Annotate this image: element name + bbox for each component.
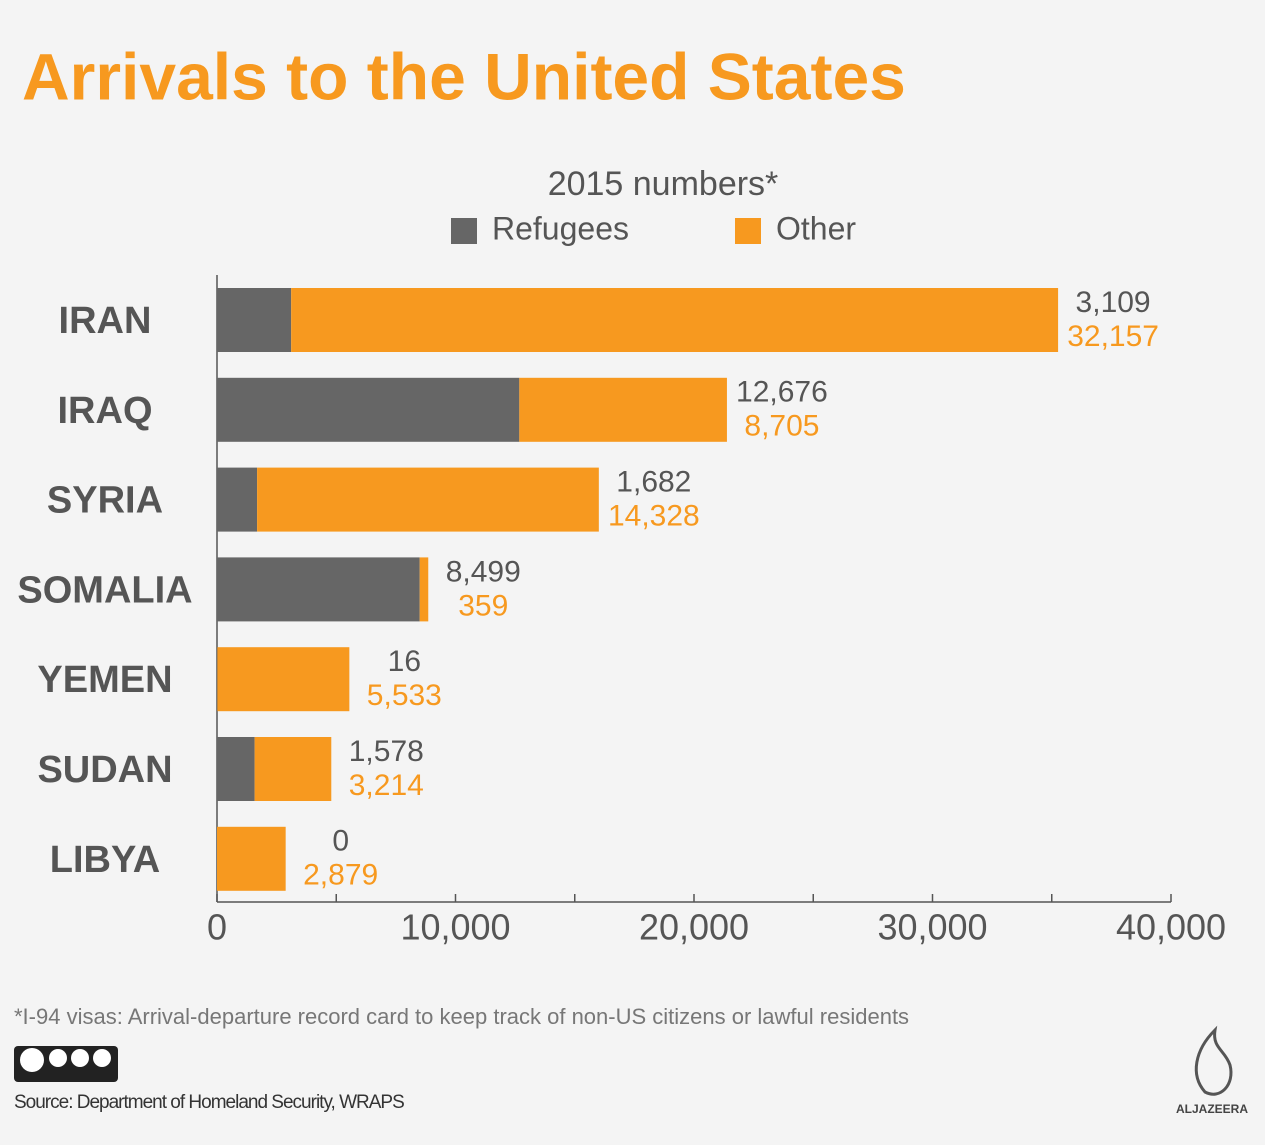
value-label: 8,499	[446, 555, 521, 588]
bar-segment	[217, 557, 420, 621]
legend-label: Refugees	[492, 210, 629, 246]
bar-segment	[519, 378, 727, 442]
bar-segment	[217, 827, 286, 891]
value-label: 2,879	[303, 859, 378, 892]
logo-text: ALJAZEERA	[1176, 1102, 1248, 1116]
value-label: 12,676	[736, 376, 828, 409]
value-label: 32,157	[1067, 320, 1159, 353]
bar-segment	[217, 378, 519, 442]
value-label: 3,109	[1076, 286, 1151, 319]
value-label: 16	[388, 645, 421, 678]
bar-segment	[255, 737, 332, 801]
y-tick-label: IRAQ	[58, 390, 153, 432]
bar-segment	[217, 468, 257, 532]
x-tick-label: 40,000	[1116, 907, 1226, 948]
y-tick-label: LIBYA	[50, 839, 161, 881]
bar-segment	[217, 288, 291, 352]
value-label: 3,214	[349, 769, 424, 802]
value-label: 8,705	[744, 410, 819, 443]
bar-segment	[217, 647, 349, 711]
y-tick-label: SUDAN	[37, 749, 172, 791]
legend-swatch	[735, 218, 761, 244]
chart-title: Arrivals to the United States	[22, 39, 906, 113]
value-label: 1,682	[616, 466, 691, 499]
legend-label: Other	[776, 210, 856, 246]
y-tick-label: IRAN	[59, 300, 152, 342]
x-tick-label: 30,000	[877, 907, 987, 948]
value-label: 5,533	[367, 679, 442, 712]
x-tick-label: 0	[207, 907, 227, 948]
footnote: *I-94 visas: Arrival-departure record ca…	[14, 1004, 909, 1029]
y-tick-label: SOMALIA	[17, 569, 192, 611]
cc-logo	[14, 1046, 118, 1082]
y-tick-label: YEMEN	[37, 659, 172, 701]
value-label: 14,328	[608, 500, 700, 533]
x-tick-label: 10,000	[400, 907, 510, 948]
bar-segment	[217, 737, 255, 801]
cc-icon	[20, 1048, 44, 1072]
source: Source: Department of Homeland Security,…	[14, 1092, 404, 1113]
value-label: 359	[458, 589, 508, 622]
x-tick-label: 20,000	[639, 907, 749, 948]
value-label: 0	[332, 825, 349, 858]
legend-swatch	[451, 218, 477, 244]
bar-segment	[257, 468, 599, 532]
value-label: 1,578	[349, 735, 424, 768]
cc-icon	[49, 1049, 67, 1067]
cc-icon	[93, 1049, 111, 1067]
bar-segment	[291, 288, 1058, 352]
chart-subtitle: 2015 numbers*	[548, 165, 779, 203]
bar-segment	[420, 557, 429, 621]
cc-icon	[71, 1049, 89, 1067]
y-tick-label: SYRIA	[47, 480, 163, 522]
